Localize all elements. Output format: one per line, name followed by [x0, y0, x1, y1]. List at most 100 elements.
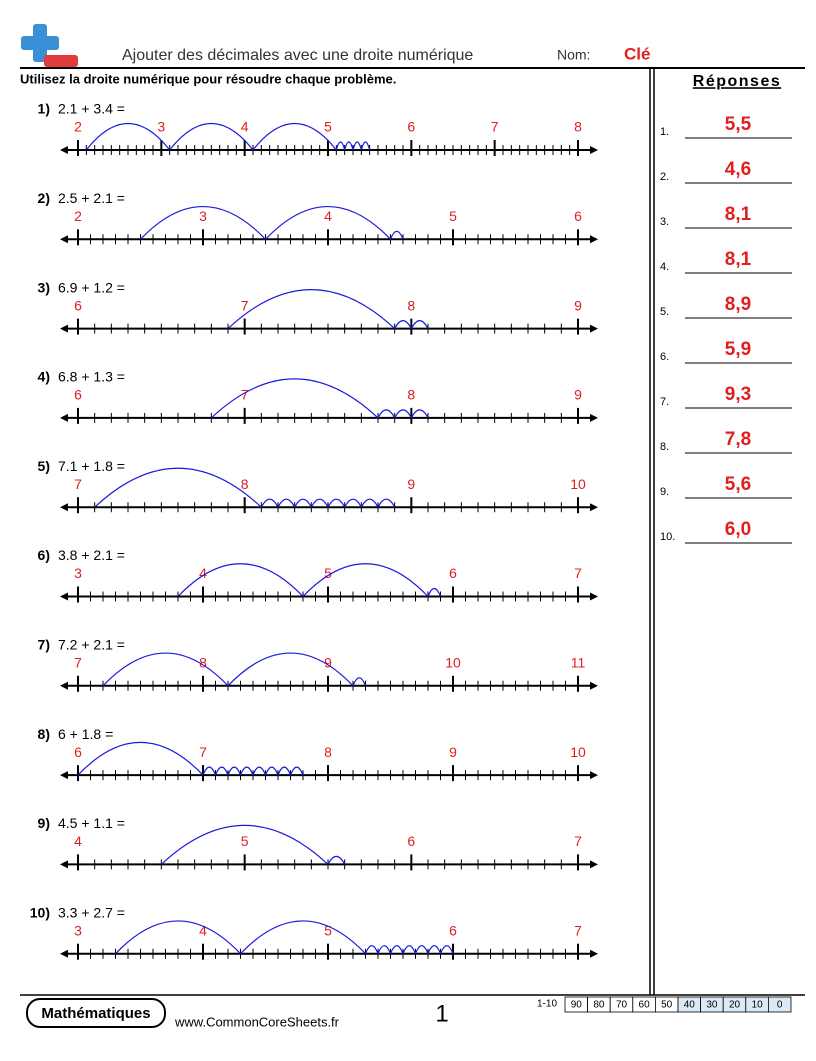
tick-label: 3	[199, 208, 207, 224]
tick-label: 8	[574, 119, 582, 135]
jump-arc	[227, 766, 242, 776]
title: Ajouter des décimales avec une droite nu…	[122, 47, 473, 64]
answer-number: 6.	[660, 351, 669, 363]
arrow-right	[590, 592, 598, 601]
jump-arc	[177, 563, 304, 597]
tick-label: 8	[407, 387, 415, 403]
jump-arc	[377, 409, 396, 419]
arrow-right	[590, 146, 598, 154]
subject-badge	[26, 998, 166, 1028]
jump-arc	[240, 920, 366, 955]
problem-number: 1)	[38, 101, 50, 117]
answer-number: 10.	[660, 531, 675, 543]
tick-label: 6	[74, 387, 82, 403]
arrow-left	[60, 413, 68, 422]
tick-label: 6	[574, 208, 582, 224]
answer-value: 6,0	[725, 519, 751, 540]
jump-arc	[402, 945, 417, 954]
jump-arc	[439, 945, 454, 954]
tick-label: 7	[574, 922, 582, 938]
tick-label: 7	[491, 119, 499, 135]
jump-arc	[227, 652, 354, 687]
tick-label: 6	[449, 565, 457, 581]
jump-arc	[252, 766, 267, 776]
problem-number: 6)	[38, 547, 50, 563]
jump-arc	[394, 409, 412, 419]
problem-number: 4)	[38, 369, 50, 385]
arrow-left	[60, 146, 68, 154]
jump-arc	[344, 141, 354, 151]
jump-arc	[427, 945, 442, 954]
jump-arc	[202, 766, 217, 776]
tick-label: 5	[324, 565, 332, 581]
tick-label: 6	[74, 744, 82, 760]
answer-value: 4,6	[725, 159, 751, 180]
problem-expression: 6.8 + 1.3 =	[58, 369, 125, 385]
jump-arc	[140, 206, 266, 240]
arrow-left	[60, 860, 68, 869]
problem-expression: 7.2 + 2.1 =	[58, 637, 125, 653]
problem-expression: 6.9 + 1.2 =	[58, 279, 125, 295]
score-value: 0	[777, 1000, 783, 1011]
tick-label: 5	[449, 208, 457, 224]
problem-number: 2)	[38, 190, 50, 206]
tick-label: 9	[574, 387, 582, 403]
tick-label: 9	[407, 476, 415, 492]
tick-label: 2	[74, 119, 82, 135]
tick-label: 9	[324, 655, 332, 671]
jump-arc	[389, 945, 404, 954]
tick-label: 5	[324, 922, 332, 938]
jump-arc	[260, 498, 279, 508]
tick-label: 9	[574, 297, 582, 313]
jump-arc	[160, 824, 329, 865]
answer-number: 4.	[660, 261, 669, 273]
jump-arc	[210, 378, 379, 419]
problem-number: 9)	[38, 815, 50, 831]
tick-label: 7	[199, 744, 207, 760]
jump-arc	[360, 498, 379, 508]
answer-value: 8,1	[725, 249, 752, 270]
answer-value: 8,1	[725, 204, 752, 225]
tick-label: 7	[241, 387, 249, 403]
arrow-right	[590, 681, 598, 690]
jump-arc	[227, 289, 396, 330]
arrow-left	[60, 503, 68, 512]
jump-arc	[427, 587, 442, 597]
tick-label: 7	[574, 565, 582, 581]
tick-label: 6	[407, 119, 415, 135]
jump-arc	[302, 563, 429, 597]
jump-arc	[169, 123, 254, 151]
answer-number: 1.	[660, 126, 669, 138]
jump-arc	[214, 766, 229, 776]
answer-value: 5,9	[725, 339, 751, 360]
jump-arc	[115, 920, 241, 955]
answer-number: 7.	[660, 396, 669, 408]
arrow-right	[590, 860, 598, 869]
name-label: Nom:	[557, 47, 590, 63]
arrow-right	[590, 413, 598, 422]
jump-arc	[277, 766, 292, 776]
tick-label: 4	[199, 565, 207, 581]
instructions: Utilisez la droite numérique pour résoud…	[20, 71, 396, 86]
score-label: 1-10	[537, 999, 557, 1010]
problem-expression: 3.8 + 2.1 =	[58, 547, 125, 563]
arrow-left	[60, 949, 68, 958]
tick-label: 4	[199, 922, 207, 938]
tick-label: 6	[407, 833, 415, 849]
tick-label: 3	[157, 119, 165, 135]
name-value: Clé	[624, 44, 650, 63]
problem-number: 10)	[30, 904, 50, 920]
arrow-right	[590, 949, 598, 958]
tick-label: 8	[324, 744, 332, 760]
jump-arc	[289, 766, 304, 776]
tick-label: 4	[324, 208, 332, 224]
jump-arc	[265, 206, 391, 240]
jump-arc	[294, 498, 312, 508]
jump-arc	[410, 409, 429, 419]
problem-expression: 7.1 + 1.8 =	[58, 458, 125, 474]
score-value: 50	[661, 1000, 673, 1011]
tick-label: 8	[407, 297, 415, 313]
problem-expression: 4.5 + 1.1 =	[58, 815, 125, 831]
score-value: 40	[684, 1000, 696, 1011]
problem-expression: 6 + 1.8 =	[58, 726, 113, 742]
